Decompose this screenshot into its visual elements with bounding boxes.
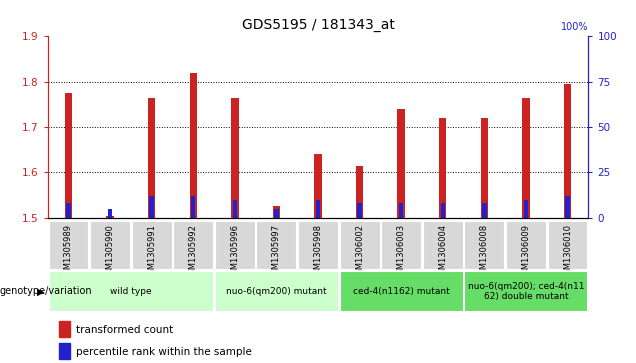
Text: GSM1305992: GSM1305992	[189, 224, 198, 280]
Bar	[190, 73, 197, 218]
Bar	[48, 271, 213, 311]
Text: GSM1305989: GSM1305989	[64, 224, 73, 280]
Bar	[108, 209, 113, 218]
Bar	[149, 196, 154, 218]
Text: GSM1306008: GSM1306008	[480, 224, 489, 280]
Text: nuo-6(qm200); ced-4(n11
62) double mutant: nuo-6(qm200); ced-4(n11 62) double mutan…	[467, 282, 584, 301]
Text: GSM1306009: GSM1306009	[522, 224, 530, 280]
Text: genotype/variation: genotype/variation	[0, 286, 93, 296]
Bar	[464, 271, 588, 311]
Bar	[340, 271, 463, 311]
Bar	[59, 343, 71, 359]
Bar	[233, 200, 237, 218]
Bar	[441, 203, 445, 218]
Bar	[273, 207, 280, 218]
Title: GDS5195 / 181343_at: GDS5195 / 181343_at	[242, 19, 394, 33]
Bar	[522, 98, 530, 218]
Text: GSM1306004: GSM1306004	[438, 224, 447, 280]
Bar	[482, 203, 487, 218]
Bar	[191, 196, 195, 218]
Bar	[66, 203, 71, 218]
Bar	[215, 271, 338, 311]
Bar	[90, 221, 130, 269]
Bar	[298, 221, 338, 269]
Bar	[565, 196, 570, 218]
Text: GSM1305997: GSM1305997	[272, 224, 281, 280]
Bar	[215, 221, 255, 269]
Bar	[399, 203, 403, 218]
Bar	[548, 221, 588, 269]
Bar	[148, 98, 155, 218]
Bar	[481, 118, 488, 218]
Bar	[563, 84, 571, 218]
Text: GSM1305990: GSM1305990	[106, 224, 114, 280]
Bar	[274, 209, 279, 218]
Bar	[506, 221, 546, 269]
Text: GSM1306003: GSM1306003	[397, 224, 406, 280]
Text: transformed count: transformed count	[76, 325, 173, 335]
Text: GSM1305996: GSM1305996	[230, 224, 239, 280]
Bar	[173, 221, 213, 269]
Text: GSM1305991: GSM1305991	[147, 224, 156, 280]
Text: nuo-6(qm200) mutant: nuo-6(qm200) mutant	[226, 287, 327, 296]
Text: GSM1306010: GSM1306010	[563, 224, 572, 280]
Text: 100%: 100%	[561, 22, 588, 32]
Bar	[256, 221, 296, 269]
Bar	[59, 321, 71, 337]
Bar	[357, 203, 362, 218]
Bar	[48, 221, 88, 269]
Text: wild type: wild type	[110, 287, 151, 296]
Bar	[106, 216, 114, 218]
Bar	[340, 221, 380, 269]
Bar	[464, 221, 504, 269]
Bar	[381, 221, 421, 269]
Bar	[231, 98, 238, 218]
Bar	[314, 154, 322, 218]
Bar	[398, 109, 405, 218]
Text: GSM1306002: GSM1306002	[355, 224, 364, 280]
Bar	[523, 200, 528, 218]
Bar	[423, 221, 463, 269]
Text: ▶: ▶	[37, 286, 45, 296]
Bar	[65, 93, 73, 218]
Text: percentile rank within the sample: percentile rank within the sample	[76, 347, 252, 357]
Bar	[132, 221, 172, 269]
Bar	[439, 118, 446, 218]
Bar	[315, 200, 321, 218]
Bar	[356, 166, 363, 218]
Text: ced-4(n1162) mutant: ced-4(n1162) mutant	[353, 287, 450, 296]
Text: GSM1305998: GSM1305998	[314, 224, 322, 280]
